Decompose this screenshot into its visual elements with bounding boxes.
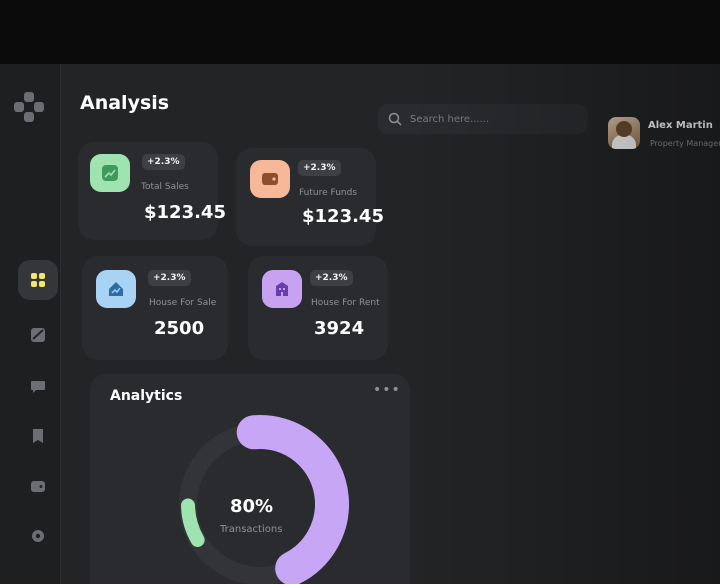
stat-card-total-sales[interactable]: +2.3% Total Sales $123.45 [78, 142, 226, 240]
page-title: Analysis [80, 92, 170, 114]
analytics-title: Analytics [110, 388, 183, 404]
stat-value: $123.45 [302, 206, 384, 227]
search-bar[interactable]: Search here...... [378, 104, 588, 134]
stat-icon-box [90, 154, 130, 192]
sidebar-item-dashboard[interactable] [18, 260, 58, 300]
stat-icon-box [96, 270, 136, 308]
stat-card-house-for-sale[interactable]: +2.3% House For Sale 2500 [82, 256, 228, 360]
stat-icon-box [262, 270, 302, 308]
sidebar-item-settings[interactable] [18, 516, 58, 556]
stat-value: 2500 [154, 318, 205, 339]
house-trend-icon [109, 282, 123, 296]
stat-value: $123.45 [144, 202, 226, 223]
donut-chart [171, 415, 349, 584]
building-icon [276, 282, 288, 296]
stat-label: Total Sales [141, 182, 189, 192]
stat-label: Future Funds [299, 188, 358, 198]
user-role: Property Manager [650, 139, 720, 148]
stat-card-house-for-rent[interactable]: +2.3% House For Rent 3924 [248, 256, 388, 360]
more-options-icon[interactable]: ••• [373, 382, 401, 398]
image-icon [31, 328, 45, 342]
donut-arc-transactions [171, 415, 349, 584]
donut-caption: Transactions [220, 524, 283, 535]
bookmark-icon [33, 429, 43, 443]
sidebar-item-messages[interactable] [18, 366, 58, 406]
search-icon [388, 112, 402, 126]
wallet-icon [262, 173, 278, 185]
logo [14, 92, 44, 122]
stat-card-future-funds[interactable]: +2.3% Future Funds $123.45 [236, 148, 384, 246]
donut-percent: 80% [230, 496, 274, 517]
search-input[interactable]: Search here...... [410, 113, 490, 125]
settings-icon [32, 530, 44, 542]
stat-label: House For Rent [311, 298, 380, 308]
change-badge: +2.3% [142, 154, 185, 170]
dashboard-icon [31, 273, 45, 287]
stat-icon-box [250, 160, 290, 198]
app-window: Analysis Search here...... Alex Martin P… [0, 64, 720, 584]
sidebar [0, 64, 61, 584]
sidebar-item-wallet[interactable] [18, 466, 58, 506]
stat-label: House For Sale [149, 298, 217, 308]
change-badge: +2.3% [310, 270, 353, 286]
avatar[interactable] [608, 117, 640, 149]
stat-value: 3924 [314, 318, 365, 339]
wallet-icon [31, 481, 45, 492]
change-badge: +2.3% [298, 160, 341, 176]
chat-icon [31, 381, 45, 393]
user-name: Alex Martin [648, 120, 713, 131]
sidebar-item-saved[interactable] [18, 416, 58, 456]
sidebar-item-media[interactable] [18, 315, 58, 355]
change-badge: +2.3% [148, 270, 191, 286]
analytics-card: Analytics ••• 80% Transactions [90, 374, 410, 584]
chart-icon [102, 165, 118, 181]
